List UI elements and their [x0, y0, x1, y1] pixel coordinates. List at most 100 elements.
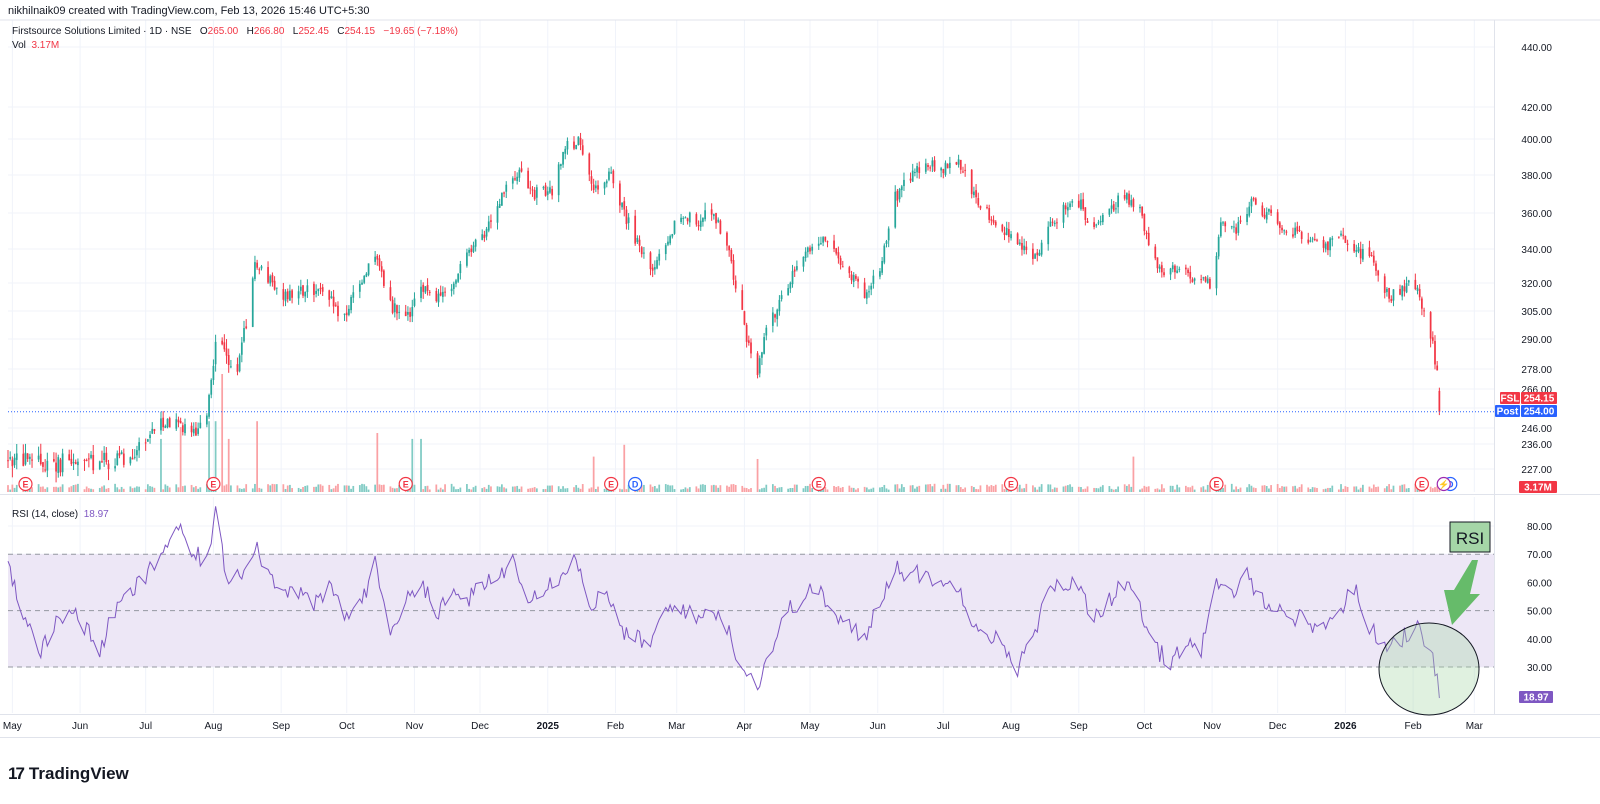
candle-body	[7, 460, 9, 462]
volume-bar	[11, 484, 14, 492]
candle-body	[61, 453, 64, 473]
symbol-title: Firstsource Solutions Limited · 1D · NSE	[12, 26, 192, 37]
candle-body	[597, 185, 599, 190]
price-tick-label: 227.00	[1521, 465, 1552, 476]
candle-body	[1047, 226, 1050, 245]
candle-body	[551, 188, 554, 196]
volume-bar	[1375, 486, 1377, 492]
volume-bar	[15, 484, 18, 492]
candle-body	[564, 148, 567, 154]
tradingview-brand[interactable]: 17 TradingView	[8, 764, 129, 784]
candle-body	[271, 274, 274, 283]
volume-bar	[192, 487, 195, 492]
candle-body	[743, 311, 746, 325]
candle-body	[881, 261, 883, 273]
volume-bar	[710, 485, 713, 492]
rsi-label: RSI (14, close)	[12, 509, 79, 520]
candle-body	[1283, 230, 1286, 232]
volume-bar	[470, 489, 473, 492]
candle-body	[138, 442, 140, 451]
candle-body	[299, 286, 302, 291]
volume-bar	[1204, 489, 1207, 492]
candle-body	[413, 298, 416, 306]
candle-body	[741, 290, 744, 310]
volume-bar	[868, 489, 870, 492]
volume-bar	[345, 485, 348, 492]
volume-bar	[1278, 487, 1281, 492]
volume-bar	[704, 484, 706, 492]
candle-body	[608, 171, 610, 180]
volume-bar	[501, 484, 503, 492]
volume-bar	[223, 485, 226, 492]
candle-body	[267, 267, 269, 283]
candle-body	[931, 160, 934, 167]
candle-body	[452, 283, 455, 289]
earnings-marker[interactable]: E	[398, 476, 413, 492]
volume-bar	[138, 486, 140, 492]
volume-bar	[1025, 483, 1028, 492]
earnings-marker[interactable]: E	[1209, 476, 1224, 492]
dividend-marker[interactable]: D	[628, 476, 643, 492]
candle-body	[1099, 220, 1102, 223]
earnings-marker[interactable]: E	[1003, 476, 1019, 492]
candle-body	[726, 232, 728, 246]
candle-body	[1049, 221, 1052, 227]
volume-bar	[1399, 485, 1401, 492]
volume-bar	[1316, 487, 1318, 492]
event-markers[interactable]: EEEEEEEEDD⚡	[18, 476, 1458, 492]
volume-bar	[483, 487, 486, 492]
volume-bar	[289, 484, 291, 492]
candle-body	[1372, 255, 1375, 263]
earnings-marker[interactable]: E	[811, 476, 826, 492]
candle-body	[411, 306, 414, 317]
candle-body	[1174, 265, 1176, 273]
volume-bar	[1322, 489, 1325, 492]
volume-bar	[1003, 489, 1006, 492]
volume-bar	[437, 489, 440, 492]
annotation-label: RSI	[1456, 529, 1484, 548]
price-tick-label: 278.00	[1521, 365, 1552, 376]
volume-bar	[284, 488, 287, 492]
price-tick-label: 440.00	[1521, 43, 1552, 54]
earnings-marker[interactable]: E	[604, 476, 619, 492]
candle-body	[588, 153, 591, 175]
candle-body	[57, 457, 60, 473]
candle-body	[428, 291, 431, 293]
candle-body	[1018, 242, 1021, 245]
rsi-value-badge: 18.97	[1523, 693, 1548, 704]
volume-bar	[643, 484, 645, 492]
volume-bar	[511, 486, 514, 492]
rsi-band	[8, 553, 1494, 668]
candle-body	[579, 137, 582, 145]
candle-body	[577, 136, 580, 146]
volume-bar	[1285, 486, 1288, 492]
volume-bar	[970, 485, 973, 492]
split-marker[interactable]: ⚡	[1436, 476, 1451, 492]
volume-bar	[321, 485, 324, 492]
volume-bar	[669, 485, 672, 492]
candle-body	[1130, 200, 1133, 206]
earnings-marker[interactable]: E	[206, 476, 221, 492]
candle-body	[297, 291, 300, 299]
candle-body	[1117, 195, 1120, 208]
candle-body	[841, 266, 844, 268]
earnings-marker[interactable]: E	[1414, 476, 1429, 492]
volume-bar	[1053, 487, 1056, 492]
candle-body	[575, 144, 578, 149]
volume-bar	[168, 487, 171, 492]
volume-bar	[732, 484, 735, 492]
earnings-marker[interactable]: E	[18, 476, 33, 492]
volume-bar	[588, 488, 591, 492]
volume-bar	[1095, 488, 1098, 492]
highlight-circle	[1378, 622, 1480, 716]
candle-body	[1163, 272, 1165, 276]
volume-bar	[28, 487, 31, 492]
candle-body	[848, 267, 851, 274]
volume-bar	[911, 485, 914, 492]
volume-bar	[424, 486, 427, 492]
candle-body	[664, 245, 667, 255]
candle-body	[168, 418, 171, 428]
candle-body	[1357, 247, 1360, 252]
candle-body	[1399, 288, 1401, 295]
